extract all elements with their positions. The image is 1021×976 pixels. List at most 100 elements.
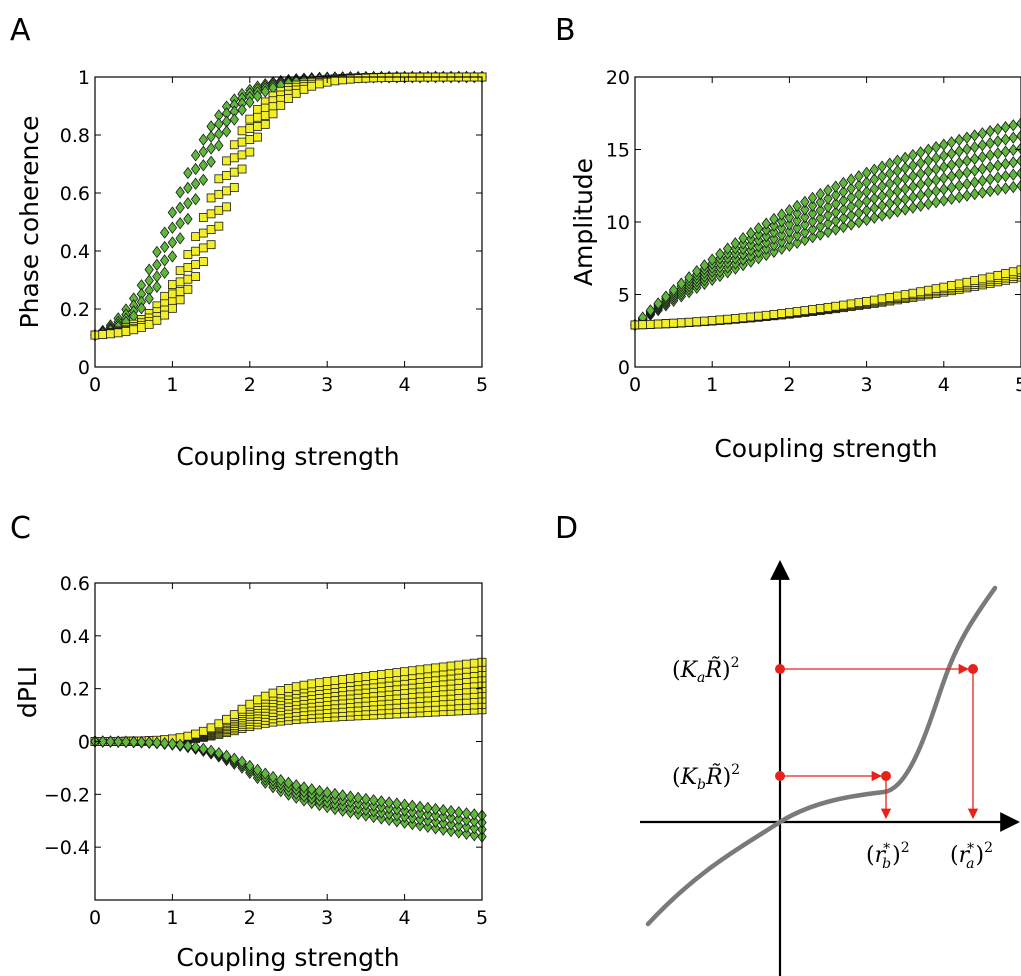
data-point [167, 303, 177, 313]
data-point [915, 146, 926, 159]
panel-a-ticks: 0 1 2 3 4 5 0 0.2 0.4 0.6 0.8 1 [60, 67, 488, 396]
data-point [431, 663, 440, 673]
data-point [769, 225, 779, 239]
data-point [237, 704, 247, 714]
data-point [175, 277, 185, 287]
data-point [245, 96, 255, 109]
data-point [784, 218, 795, 231]
data-point [469, 808, 479, 821]
data-point [337, 789, 348, 802]
data-point [985, 125, 995, 138]
panel-c-frame [94, 582, 483, 901]
data-point [252, 763, 263, 777]
data-point [361, 73, 371, 83]
data-point [1008, 143, 1018, 157]
panel-c-chart: 0 1 2 3 4 5 −0.4 −0.2 0 0.2 0.4 0.6 Coupling streng… [13, 573, 488, 972]
y-tick-label: 0 [78, 732, 90, 754]
data-point [190, 162, 201, 176]
data-point [315, 79, 324, 89]
data-point [415, 665, 425, 675]
data-point [892, 205, 903, 218]
data-point [1000, 133, 1011, 146]
data-point [923, 186, 934, 200]
data-point [1016, 265, 1021, 275]
y-tick-label: −0.2 [44, 784, 90, 806]
data-point [160, 291, 170, 301]
data-point [807, 223, 818, 236]
data-point [954, 156, 964, 170]
data-point [738, 313, 748, 323]
data-point [446, 805, 456, 818]
data-point [461, 807, 472, 820]
data-point [885, 157, 895, 170]
data-point [369, 671, 379, 680]
data-point [638, 320, 648, 330]
data-point [985, 161, 995, 174]
panel-a-frame [94, 76, 483, 368]
data-point [175, 738, 185, 751]
data-point [198, 243, 208, 253]
data-point [861, 185, 872, 198]
data-point [962, 154, 972, 168]
data-point [915, 167, 926, 180]
data-point [885, 293, 895, 302]
data-point [954, 145, 964, 158]
data-point [885, 177, 895, 190]
data-point [854, 197, 864, 210]
data-point [415, 813, 425, 826]
data-point [144, 319, 154, 329]
data-point [276, 773, 286, 787]
data-point [198, 173, 209, 187]
data-point [159, 254, 170, 267]
data-point [761, 236, 771, 249]
data-point [962, 166, 972, 179]
data-point [1008, 180, 1018, 194]
data-point [869, 201, 880, 215]
x-tick-label: 5 [476, 374, 488, 396]
data-point [129, 325, 139, 335]
data-point [330, 787, 340, 801]
data-point [723, 314, 733, 324]
data-point [198, 228, 208, 238]
panel-c-ticks: 0 1 2 3 4 5 −0.4 −0.2 0 0.2 0.4 0.6 [44, 573, 488, 929]
panel-b-y-axis-label: Amplitude [569, 158, 598, 286]
data-point [977, 162, 988, 176]
data-point [446, 824, 456, 838]
data-point [939, 194, 949, 207]
data-point [908, 288, 918, 298]
data-point [198, 257, 208, 267]
data-point [800, 233, 810, 247]
data-point [784, 211, 795, 224]
data-point [746, 312, 756, 322]
data-point [454, 812, 464, 826]
data-point [175, 287, 185, 296]
data-point [1016, 179, 1021, 192]
data-point [384, 796, 394, 809]
data-point [838, 194, 849, 207]
data-point [885, 197, 895, 210]
data-point [792, 229, 802, 242]
data-point [222, 171, 231, 180]
panel-d-label-kb: (KbR̃)2 [672, 762, 740, 793]
data-point [245, 759, 255, 773]
data-point [869, 192, 880, 205]
data-point [253, 132, 262, 142]
data-point [962, 131, 972, 144]
data-point [946, 147, 957, 160]
data-point [923, 285, 933, 295]
data-point [214, 221, 224, 231]
data-point [167, 236, 178, 249]
x-tick-label: 3 [861, 374, 873, 396]
data-point [376, 670, 386, 679]
data-point [368, 794, 379, 807]
data-point [229, 113, 240, 126]
data-point [969, 164, 980, 177]
data-point [939, 282, 949, 292]
data-point [191, 272, 201, 281]
data-point [668, 283, 679, 297]
data-point [190, 177, 201, 190]
data-point [776, 228, 787, 242]
data-point [430, 822, 441, 835]
data-point [307, 81, 317, 91]
data-point [206, 744, 216, 757]
